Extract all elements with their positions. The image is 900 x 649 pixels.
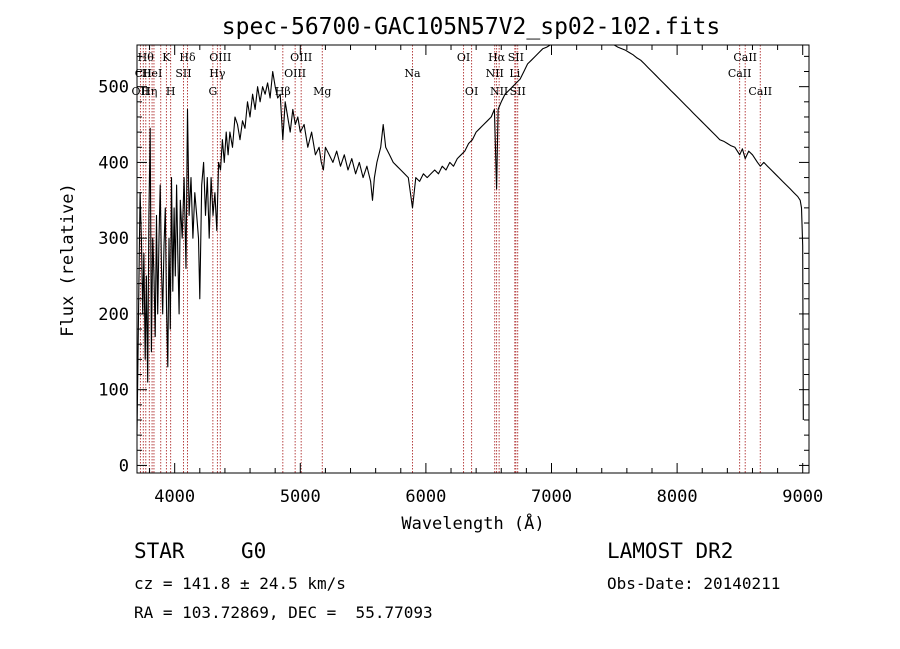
x-axis-label: Wavelength (Å)	[401, 512, 544, 534]
y-tick-label-3: 300	[98, 229, 129, 249]
line-label-10: Hδ	[179, 51, 196, 64]
x-tick-label-5: 9000	[782, 487, 823, 507]
line-label-4: HeI	[142, 67, 162, 80]
subclass-label: G0	[241, 539, 267, 563]
class-label: STAR	[134, 539, 185, 563]
chart-title: spec-56700-GAC105N57V2_sp02-102.fits	[222, 14, 721, 40]
x-axis-ticks: 4000 5000 6000 7000 8000 9000	[149, 45, 823, 507]
line-label-9: SII	[175, 67, 191, 80]
line-label-0: OII	[132, 85, 150, 98]
survey-label: LAMOST DR2	[607, 539, 734, 563]
spectrum-line	[136, 44, 804, 436]
line-label-1: CII	[135, 67, 152, 80]
line-label-24: Li	[509, 67, 520, 80]
line-label-21: NII	[486, 67, 504, 80]
line-label-14: Hβ	[275, 85, 291, 98]
y-tick-label-0: 0	[119, 456, 129, 476]
line-label-2: Hθ	[138, 51, 155, 64]
x-tick-label-0: 4000	[154, 487, 195, 507]
line-label-16: OIII	[290, 51, 312, 64]
line-label-28: CaII	[733, 51, 757, 64]
line-label-7: K	[162, 51, 171, 64]
line-label-18: Na	[404, 67, 421, 80]
line-label-25: SII	[508, 51, 524, 64]
y-tick-label-4: 400	[98, 153, 129, 173]
line-label-17: Mg	[313, 85, 331, 98]
y-tick-label-2: 200	[98, 305, 129, 325]
line-label-19: OI	[457, 51, 470, 64]
line-label-12: Hγ	[209, 67, 226, 80]
line-label-11: G	[208, 85, 217, 98]
redshift-text: cz = 141.8 ± 24.5 km/s	[134, 574, 346, 593]
coordinates-text: RA = 103.72869, DEC = 55.77093	[134, 603, 433, 622]
line-label-23: NII	[490, 85, 508, 98]
line-label-22: Hα	[488, 51, 506, 64]
x-tick-label-1: 5000	[280, 487, 321, 507]
y-tick-label-1: 100	[98, 381, 129, 401]
line-label-8: H	[166, 85, 176, 98]
line-label-26: SII	[510, 85, 526, 98]
line-label-29: CaII	[748, 85, 772, 98]
line-label-3: Hη	[141, 85, 157, 98]
y-axis-ticks: 0 100 200 300 400 500	[98, 55, 809, 476]
emission-line-markers	[139, 45, 761, 473]
line-label-13: OIII	[209, 51, 231, 64]
y-tick-label-5: 500	[98, 78, 129, 98]
obs-date-text: Obs-Date: 20140211	[607, 574, 781, 593]
line-label-27: CaII	[728, 67, 752, 80]
x-tick-label-2: 6000	[405, 487, 446, 507]
plot-frame	[136, 44, 810, 474]
x-tick-label-4: 8000	[657, 487, 698, 507]
line-label-20: OI	[465, 85, 478, 98]
x-tick-label-3: 7000	[531, 487, 572, 507]
y-axis-label: Flux (relative)	[58, 183, 78, 337]
line-label-15: OIII	[284, 67, 306, 80]
